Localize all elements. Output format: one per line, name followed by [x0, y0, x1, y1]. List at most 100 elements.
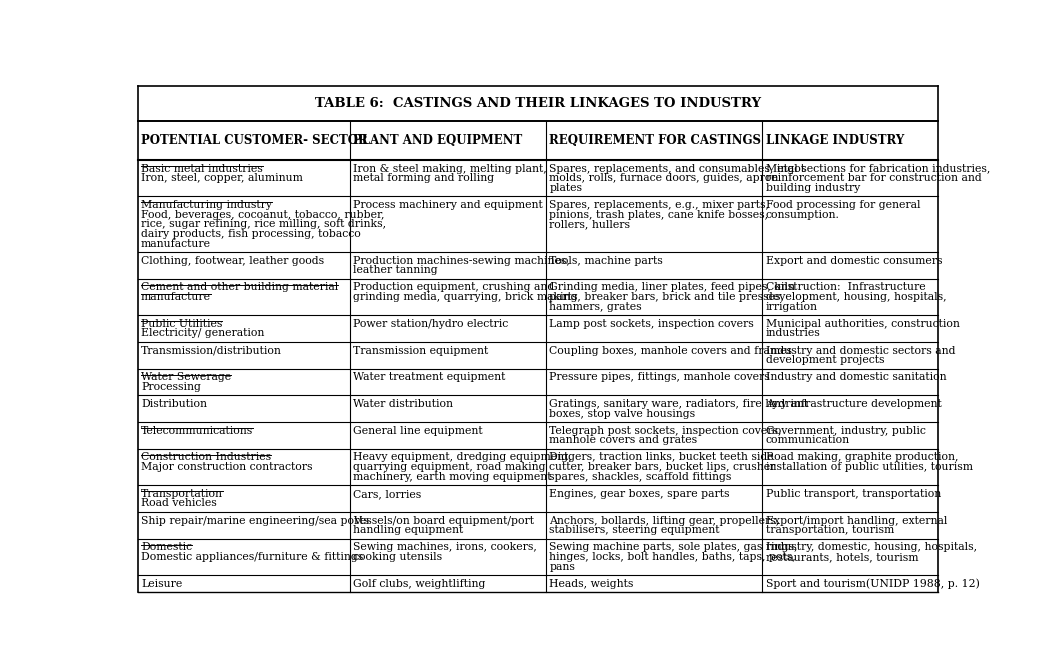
Text: Water treatment equipment: Water treatment equipment	[353, 372, 506, 382]
Text: hinges, locks, bolt handles, baths, taps, pots,: hinges, locks, bolt handles, baths, taps…	[549, 552, 796, 562]
Text: communication: communication	[765, 435, 849, 446]
Text: Food processing for general: Food processing for general	[765, 200, 920, 210]
Text: Sewing machine parts, sole plates, gas rings,: Sewing machine parts, sole plates, gas r…	[549, 542, 798, 552]
Text: Export/import handling, external: Export/import handling, external	[765, 515, 947, 525]
Text: rice, sugar refining, rice milling, soft drinks,: rice, sugar refining, rice milling, soft…	[141, 219, 386, 229]
Text: POTENTIAL CUSTOMER- SECTOR: POTENTIAL CUSTOMER- SECTOR	[141, 134, 368, 147]
Text: Golf clubs, weightlifting: Golf clubs, weightlifting	[353, 578, 485, 588]
Text: Industry and domestic sanitation: Industry and domestic sanitation	[765, 372, 946, 382]
Text: irrigation: irrigation	[765, 302, 818, 312]
Text: plates: plates	[549, 183, 583, 193]
Text: Construction Industries: Construction Industries	[141, 452, 271, 462]
Text: Food, beverages, cocoanut, tobacco, rubber,: Food, beverages, cocoanut, tobacco, rubb…	[141, 209, 384, 219]
Text: transportation, tourism: transportation, tourism	[765, 525, 894, 535]
Text: Telecommunications: Telecommunications	[141, 425, 253, 435]
Text: Processing: Processing	[141, 382, 201, 392]
Text: Spares, replacements, e.g., mixer parts,: Spares, replacements, e.g., mixer parts,	[549, 200, 770, 210]
Text: parts, breaker bars, brick and tile presses,: parts, breaker bars, brick and tile pres…	[549, 292, 784, 302]
Text: rollers, hullers: rollers, hullers	[549, 219, 630, 229]
Text: Cars, lorries: Cars, lorries	[353, 489, 421, 499]
Text: pans: pans	[549, 562, 575, 572]
Text: Government, industry, public: Government, industry, public	[765, 425, 925, 435]
Text: Transmission equipment: Transmission equipment	[353, 346, 488, 356]
Text: Industry and domestic sectors and: Industry and domestic sectors and	[765, 346, 956, 356]
Text: consumption.: consumption.	[765, 209, 839, 219]
Text: Public Utilities: Public Utilities	[141, 319, 223, 329]
Text: REQUIREMENT FOR CASTINGS: REQUIREMENT FOR CASTINGS	[549, 134, 761, 147]
Text: building industry: building industry	[765, 183, 860, 193]
Text: restaurants, hotels, tourism: restaurants, hotels, tourism	[765, 552, 918, 562]
Text: Process machinery and equipment: Process machinery and equipment	[353, 200, 543, 210]
Text: Ship repair/marine engineering/sea ports: Ship repair/marine engineering/sea ports	[141, 515, 369, 525]
Text: Domestic: Domestic	[141, 542, 192, 552]
Text: Transportation: Transportation	[141, 489, 223, 499]
Text: Diggers, traction links, bucket teeth side: Diggers, traction links, bucket teeth si…	[549, 452, 774, 462]
Text: Leisure: Leisure	[141, 578, 183, 588]
Text: industries: industries	[765, 329, 820, 338]
Text: machinery, earth moving equipment: machinery, earth moving equipment	[353, 472, 551, 482]
Text: PLANT AND EQUIPMENT: PLANT AND EQUIPMENT	[353, 134, 523, 147]
Text: quarrying equipment, road making: quarrying equipment, road making	[353, 462, 546, 472]
Text: grinding media, quarrying, brick making: grinding media, quarrying, brick making	[353, 292, 578, 302]
Text: Clothing, footwear, leather goods: Clothing, footwear, leather goods	[141, 256, 324, 266]
Text: cutter, breaker bars, bucket lips, crusher: cutter, breaker bars, bucket lips, crush…	[549, 462, 776, 472]
Text: Transmission/distribution: Transmission/distribution	[141, 346, 281, 356]
Text: Export and domestic consumers: Export and domestic consumers	[765, 256, 942, 266]
Text: Engines, gear boxes, spare parts: Engines, gear boxes, spare parts	[549, 489, 730, 499]
Text: Spares, replacements, and consumables, ingot: Spares, replacements, and consumables, i…	[549, 164, 805, 174]
Text: Gratings, sanitary ware, radiators, fire hydrant: Gratings, sanitary ware, radiators, fire…	[549, 399, 808, 409]
Text: Grinding media, liner plates, feed pipes, kiln: Grinding media, liner plates, feed pipes…	[549, 282, 796, 293]
Text: hammers, grates: hammers, grates	[549, 302, 642, 312]
Text: Industry, domestic, housing, hospitals,: Industry, domestic, housing, hospitals,	[765, 542, 976, 552]
Text: General line equipment: General line equipment	[353, 425, 483, 435]
Text: handling equipment: handling equipment	[353, 525, 463, 535]
Text: LINKAGE INDUSTRY: LINKAGE INDUSTRY	[765, 134, 904, 147]
Text: cooking utensils: cooking utensils	[353, 552, 442, 562]
Text: Major construction contractors: Major construction contractors	[141, 462, 313, 472]
Text: development, housing, hospitals,: development, housing, hospitals,	[765, 292, 946, 302]
Text: TABLE 6:  CASTINGS AND THEIR LINKAGES TO INDUSTRY: TABLE 6: CASTINGS AND THEIR LINKAGES TO …	[315, 97, 761, 110]
Text: Pressure pipes, fittings, manhole covers: Pressure pipes, fittings, manhole covers	[549, 372, 770, 382]
Text: Manufacturing industry: Manufacturing industry	[141, 200, 272, 210]
Text: Iron & steel making, melting plant,: Iron & steel making, melting plant,	[353, 164, 547, 174]
Text: Water distribution: Water distribution	[353, 399, 454, 409]
Text: Road making, graphite production,: Road making, graphite production,	[765, 452, 958, 462]
Text: Municipal authorities, construction: Municipal authorities, construction	[765, 319, 960, 329]
Text: leather tanning: leather tanning	[353, 265, 438, 275]
Text: Water Sewerage: Water Sewerage	[141, 372, 231, 382]
Text: Domestic appliances/furniture & fittings: Domestic appliances/furniture & fittings	[141, 552, 363, 562]
Text: Tools, machine parts: Tools, machine parts	[549, 256, 664, 266]
Text: Power station/hydro electric: Power station/hydro electric	[353, 319, 508, 329]
Text: Heavy equipment, dredging equipment,: Heavy equipment, dredging equipment,	[353, 452, 572, 462]
Text: reinforcement bar for construction and: reinforcement bar for construction and	[765, 173, 982, 183]
Text: Metal sections for fabrication industries,: Metal sections for fabrication industrie…	[765, 164, 990, 174]
Text: stabilisers, steering equipment: stabilisers, steering equipment	[549, 525, 720, 535]
Text: installation of public utilities, tourism: installation of public utilities, touris…	[765, 462, 972, 472]
Text: spares, shackles, scaffold fittings: spares, shackles, scaffold fittings	[549, 472, 732, 482]
Text: manhole covers and grates: manhole covers and grates	[549, 435, 697, 446]
Text: Sewing machines, irons, cookers,: Sewing machines, irons, cookers,	[353, 542, 538, 552]
Text: Basic metal industries: Basic metal industries	[141, 164, 262, 174]
Text: Any infrastructure development: Any infrastructure development	[765, 399, 942, 409]
Text: development projects: development projects	[765, 355, 884, 365]
Text: boxes, stop valve housings: boxes, stop valve housings	[549, 409, 695, 419]
Text: manufacture: manufacture	[141, 292, 211, 302]
Text: Road vehicles: Road vehicles	[141, 499, 216, 509]
Text: metal forming and rolling: metal forming and rolling	[353, 173, 495, 183]
Text: pinions, trash plates, cane knife bosses,: pinions, trash plates, cane knife bosses…	[549, 209, 769, 219]
Text: Coupling boxes, manhole covers and frames: Coupling boxes, manhole covers and frame…	[549, 346, 793, 356]
Text: Lamp post sockets, inspection covers: Lamp post sockets, inspection covers	[549, 319, 754, 329]
Text: dairy products, fish processing, tobacco: dairy products, fish processing, tobacco	[141, 229, 361, 239]
Text: Cement and other building material: Cement and other building material	[141, 282, 338, 293]
Text: Sport and tourism(UNIDP 1988, p. 12): Sport and tourism(UNIDP 1988, p. 12)	[765, 578, 980, 589]
Text: Heads, weights: Heads, weights	[549, 578, 634, 588]
Text: manufacture: manufacture	[141, 239, 211, 249]
Text: Anchors, bollards, lifting gear, propellers,: Anchors, bollards, lifting gear, propell…	[549, 515, 780, 525]
Text: Electricity/ generation: Electricity/ generation	[141, 329, 265, 338]
Text: Vessels/on board equipment/port: Vessels/on board equipment/port	[353, 515, 534, 525]
Text: Distribution: Distribution	[141, 399, 207, 409]
Text: Iron, steel, copper, aluminum: Iron, steel, copper, aluminum	[141, 173, 302, 183]
Text: Public transport, transportation: Public transport, transportation	[765, 489, 941, 499]
Text: Production machines-sewing machines,: Production machines-sewing machines,	[353, 256, 570, 266]
Text: Production equipment, crushing and: Production equipment, crushing and	[353, 282, 554, 293]
